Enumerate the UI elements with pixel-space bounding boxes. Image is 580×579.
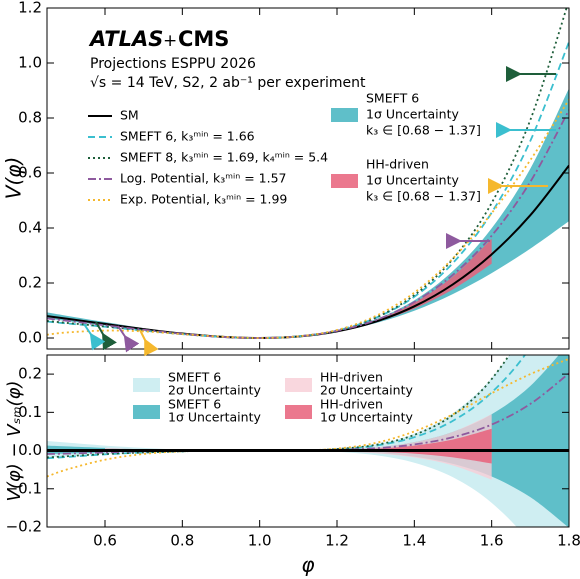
legend-label: k₃ ∈ [0.68 − 1.37] bbox=[366, 189, 481, 204]
legend-swatch bbox=[133, 378, 160, 392]
y-tick-label: 1.0 bbox=[18, 54, 42, 72]
y-tick-label: 0.2 bbox=[18, 365, 42, 383]
legend-label: SMEFT 6 bbox=[168, 370, 221, 385]
plot-area bbox=[47, 355, 569, 527]
arrow bbox=[139, 329, 159, 357]
legend-label: HH-driven bbox=[366, 157, 429, 172]
legend-label: 1σ Uncertainty bbox=[168, 410, 261, 425]
x-tick-label: 1.0 bbox=[248, 532, 272, 550]
title-atlas: ATLAS bbox=[88, 27, 163, 51]
legend-label: 2σ Uncertainty bbox=[320, 383, 413, 398]
x-tick-label: 0.6 bbox=[93, 532, 117, 550]
y-tick-label: 0.2 bbox=[18, 274, 42, 292]
y-tick-label: −0.1 bbox=[6, 479, 42, 497]
x-axis-label: φ bbox=[301, 553, 314, 577]
uncertainty-band bbox=[105, 428, 492, 464]
y-tick-label: 0.0 bbox=[18, 441, 42, 459]
constraint-arrows bbox=[83, 66, 556, 357]
line-series bbox=[47, 99, 569, 339]
legend-label: 2σ Uncertainty bbox=[168, 383, 261, 398]
y-tick-label: 0.0 bbox=[18, 329, 42, 347]
subtitle: √s = 14 TeV, S2, 2 ab⁻¹ per experiment bbox=[90, 75, 366, 91]
y-axis-label: V(φ) bbox=[2, 157, 26, 199]
x-tick-label: 1.8 bbox=[557, 532, 580, 550]
line-series bbox=[47, 357, 569, 478]
uncertainty-band bbox=[105, 238, 492, 339]
x-tick-label: 1.6 bbox=[480, 532, 504, 550]
legend-label: 1σ Uncertainty bbox=[366, 173, 459, 188]
plot-area bbox=[47, 8, 569, 340]
legend-label: SMEFT 6 bbox=[366, 91, 419, 106]
legend-label: Exp. Potential, k₃ᵐⁱⁿ = 1.99 bbox=[120, 192, 287, 207]
subtitle: Projections ESPPU 2026 bbox=[90, 56, 256, 72]
legend-label: 1σ Uncertainty bbox=[366, 107, 459, 122]
y-tick-label: 0.1 bbox=[18, 403, 42, 421]
axes-frame bbox=[46, 354, 570, 528]
x-tick-label: 0.8 bbox=[170, 532, 194, 550]
legend-swatch bbox=[133, 405, 160, 419]
y-tick-label: 0.4 bbox=[18, 219, 42, 237]
legend-label: SMEFT 8, k₃ᵐⁱⁿ = 1.69, k₄ᵐⁱⁿ = 5.4 bbox=[120, 150, 328, 165]
legend-label: HH-driven bbox=[320, 397, 383, 412]
legend-swatch bbox=[331, 108, 358, 122]
y-tick-label: 0.6 bbox=[18, 164, 42, 182]
legend-label: SM bbox=[120, 108, 139, 123]
y-tick-label: −0.2 bbox=[6, 518, 42, 536]
legend-swatch bbox=[285, 378, 312, 392]
x-tick-label: 1.4 bbox=[402, 532, 426, 550]
legend-label: 1σ Uncertainty bbox=[320, 410, 413, 425]
axes-frame bbox=[46, 7, 570, 350]
legend-label: k₃ ∈ [0.68 − 1.37] bbox=[366, 123, 481, 138]
y-tick-label: 1.2 bbox=[18, 0, 42, 17]
legend-label: Log. Potential, k₃ᵐⁱⁿ = 1.57 bbox=[120, 171, 287, 186]
title-cms: CMS bbox=[178, 27, 229, 51]
x-tick-label: 1.2 bbox=[325, 532, 349, 550]
arrow bbox=[117, 325, 140, 353]
legend-swatch bbox=[285, 405, 312, 419]
arrow bbox=[83, 323, 106, 351]
y-axis-label: V(φ) − Vₛₘ(φ) bbox=[4, 381, 25, 502]
legend-swatch bbox=[331, 174, 358, 188]
title-plus: + bbox=[163, 31, 177, 51]
legend-label: SMEFT 6 bbox=[168, 397, 221, 412]
y-tick-label: 0.8 bbox=[18, 109, 42, 127]
legend-label: HH-driven bbox=[320, 370, 383, 385]
line-series bbox=[47, 109, 569, 339]
legend-label: SMEFT 6, k₃ᵐⁱⁿ = 1.66 bbox=[120, 129, 255, 144]
